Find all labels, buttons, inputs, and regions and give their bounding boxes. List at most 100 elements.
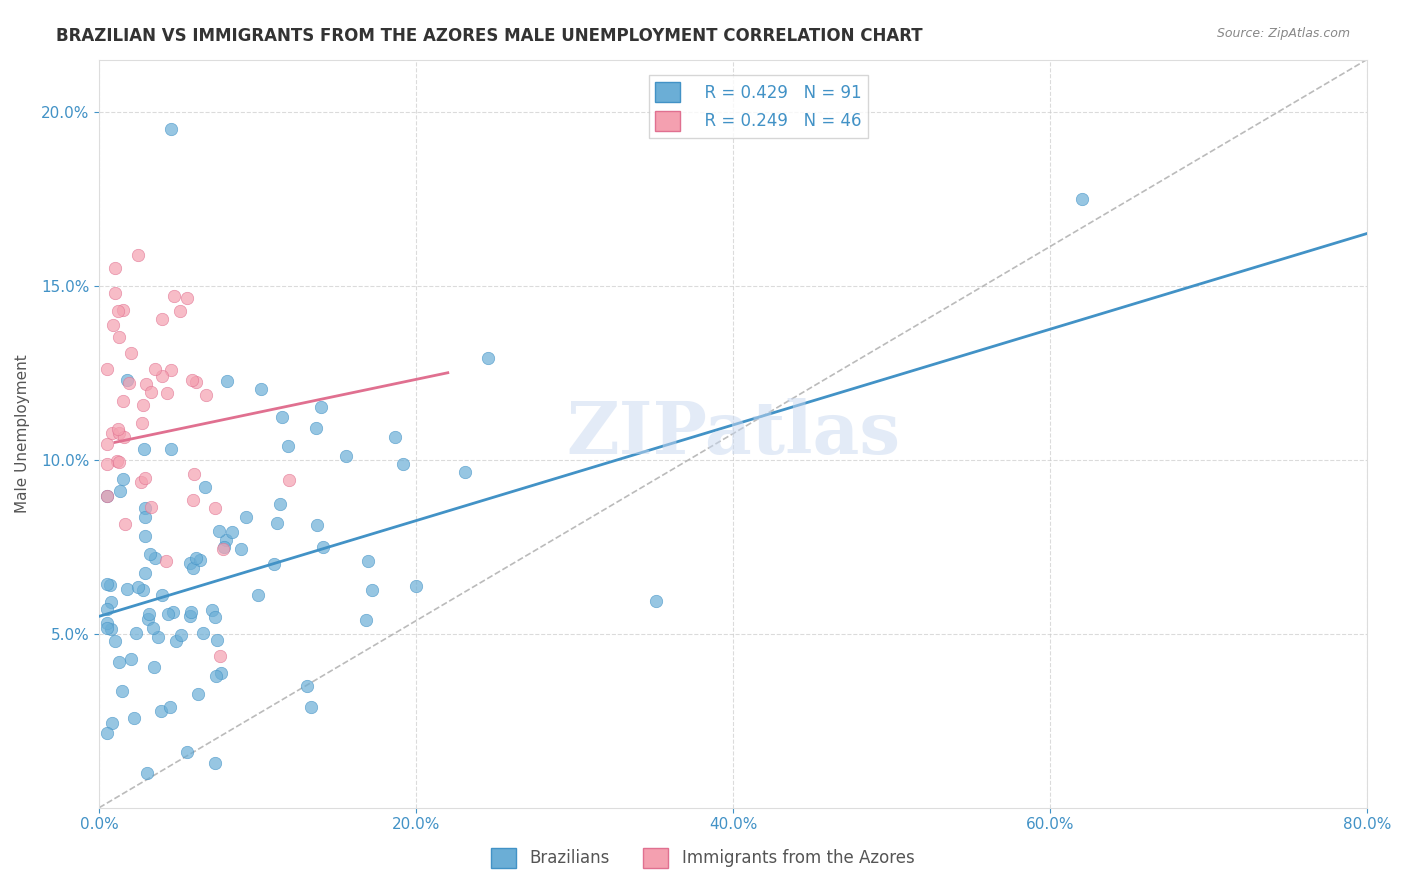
Immigrants from the Azores	[176, 291, 198, 305]
Brazilians	[645, 594, 668, 608]
Brazilians	[277, 439, 299, 453]
Immigrants from the Azores	[195, 388, 218, 402]
Y-axis label: Male Unemployment: Male Unemployment	[15, 354, 30, 513]
Immigrants from the Azores	[108, 425, 131, 440]
Brazilians	[127, 580, 149, 594]
Immigrants from the Azores	[156, 386, 179, 401]
Brazilians	[117, 582, 139, 596]
Immigrants from the Azores	[143, 361, 166, 376]
Brazilians	[107, 655, 129, 669]
Brazilians	[159, 700, 181, 714]
Immigrants from the Azores	[96, 457, 118, 471]
Brazilians	[96, 602, 118, 616]
Immigrants from the Azores	[155, 554, 177, 568]
Brazilians	[125, 625, 148, 640]
Immigrants from the Azores	[129, 475, 152, 489]
Immigrants from the Azores	[135, 377, 157, 392]
Brazilians	[139, 547, 162, 561]
Brazilians	[204, 609, 226, 624]
Immigrants from the Azores	[152, 312, 174, 326]
Immigrants from the Azores	[150, 369, 173, 384]
Brazilians	[270, 410, 292, 425]
Brazilians	[309, 400, 332, 414]
Brazilians	[162, 605, 184, 619]
Brazilians	[136, 612, 159, 626]
Text: BRAZILIAN VS IMMIGRANTS FROM THE AZORES MALE UNEMPLOYMENT CORRELATION CHART: BRAZILIAN VS IMMIGRANTS FROM THE AZORES …	[56, 27, 922, 45]
Immigrants from the Azores	[277, 474, 299, 488]
Brazilians	[150, 588, 173, 602]
Immigrants from the Azores	[181, 493, 204, 508]
Brazilians	[96, 490, 118, 504]
Brazilians	[212, 540, 235, 554]
Brazilians	[96, 621, 118, 635]
Brazilians	[307, 517, 329, 532]
Immigrants from the Azores	[111, 393, 134, 408]
Brazilians	[111, 683, 134, 698]
Brazilians	[149, 704, 172, 718]
Immigrants from the Azores	[108, 329, 131, 343]
Brazilians	[96, 615, 118, 630]
Immigrants from the Azores	[127, 248, 149, 262]
Brazilians	[335, 449, 357, 463]
Brazilians	[208, 524, 231, 539]
Brazilians	[103, 633, 125, 648]
Brazilians	[160, 442, 183, 457]
Brazilians	[179, 556, 201, 570]
Immigrants from the Azores	[107, 455, 129, 469]
Brazilians	[98, 578, 121, 592]
Brazilians	[204, 756, 226, 770]
Brazilians	[194, 480, 217, 494]
Brazilians	[134, 501, 156, 516]
Immigrants from the Azores	[114, 517, 136, 532]
Brazilians	[295, 679, 318, 693]
Brazilians	[354, 613, 377, 627]
Brazilians	[215, 533, 238, 548]
Brazilians	[180, 606, 202, 620]
Brazilians	[132, 583, 155, 598]
Immigrants from the Azores	[96, 437, 118, 451]
Brazilians	[250, 382, 273, 396]
Legend: Brazilians, Immigrants from the Azores: Brazilians, Immigrants from the Azores	[485, 841, 921, 875]
Brazilians	[165, 633, 187, 648]
Immigrants from the Azores	[160, 363, 183, 377]
Brazilians	[111, 473, 134, 487]
Brazilians	[301, 699, 323, 714]
Brazilians	[204, 669, 226, 683]
Text: Source: ZipAtlas.com: Source: ZipAtlas.com	[1216, 27, 1350, 40]
Immigrants from the Azores	[141, 500, 163, 514]
Immigrants from the Azores	[134, 471, 156, 485]
Brazilians	[357, 554, 380, 568]
Brazilians	[134, 529, 156, 543]
Brazilians	[96, 726, 118, 740]
Brazilians	[266, 516, 288, 530]
Brazilians	[148, 630, 170, 644]
Brazilians	[191, 626, 214, 640]
Brazilians	[138, 607, 160, 621]
Brazilians	[176, 745, 198, 759]
Immigrants from the Azores	[118, 376, 141, 390]
Immigrants from the Azores	[105, 454, 128, 468]
Brazilians	[181, 560, 204, 574]
Brazilians	[384, 429, 406, 443]
Immigrants from the Azores	[183, 467, 205, 482]
Brazilians	[132, 442, 155, 457]
Brazilians	[134, 510, 156, 524]
Brazilians	[221, 525, 243, 540]
Immigrants from the Azores	[181, 373, 204, 387]
Immigrants from the Azores	[104, 285, 127, 300]
Immigrants from the Azores	[120, 346, 142, 360]
Brazilians	[124, 711, 146, 725]
Immigrants from the Azores	[107, 422, 129, 436]
Immigrants from the Azores	[132, 398, 155, 412]
Legend:   R = 0.429   N = 91,   R = 0.249   N = 46: R = 0.429 N = 91, R = 0.249 N = 46	[648, 76, 868, 137]
Brazilians	[170, 627, 193, 641]
Immigrants from the Azores	[100, 426, 122, 441]
Brazilians	[247, 588, 270, 602]
Brazilians	[143, 551, 166, 566]
Brazilians	[134, 566, 156, 580]
Brazilians	[361, 583, 384, 598]
Immigrants from the Azores	[112, 430, 135, 444]
Immigrants from the Azores	[204, 500, 226, 515]
Brazilians	[263, 557, 285, 571]
Text: ZIPatlas: ZIPatlas	[567, 398, 900, 469]
